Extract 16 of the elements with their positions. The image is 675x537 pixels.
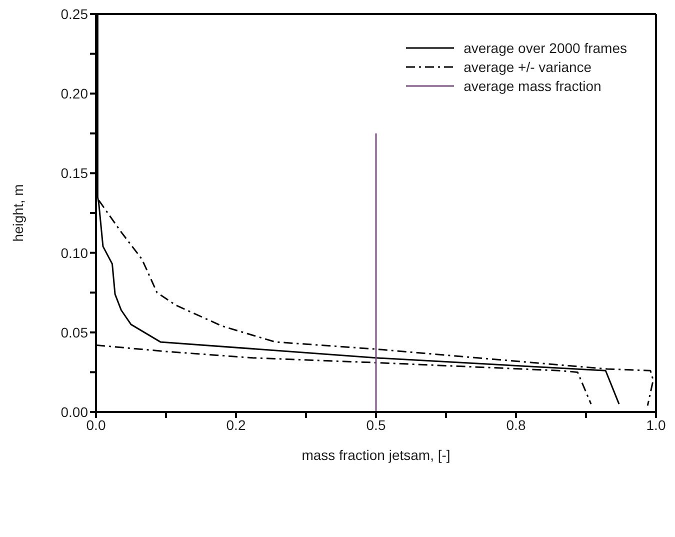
legend-label: average over 2000 frames: [464, 40, 627, 56]
x-axis-title: mass fraction jetsam, [-]: [302, 447, 450, 463]
y-tick-label: 0.20: [60, 86, 88, 102]
y-axis-title: height, m: [10, 184, 26, 242]
x-tick-label: 0.0: [86, 416, 106, 433]
y-tick-label: 0.05: [60, 324, 88, 340]
y-tick-label: 0.10: [60, 244, 88, 261]
y-tick-label: 0.25: [60, 6, 88, 22]
legend-label: average +/- variance: [464, 58, 592, 74]
y-tick-label: 0.00: [60, 404, 88, 420]
x-tick-label: 1.0: [646, 416, 666, 433]
x-tick-label: 0.8: [506, 416, 526, 433]
x-tick-label: 0.2: [226, 416, 246, 433]
legend-label: average mass fraction: [464, 78, 602, 94]
x-tick-label: 0.5: [366, 416, 386, 433]
y-tick-label: 0.15: [60, 165, 88, 182]
